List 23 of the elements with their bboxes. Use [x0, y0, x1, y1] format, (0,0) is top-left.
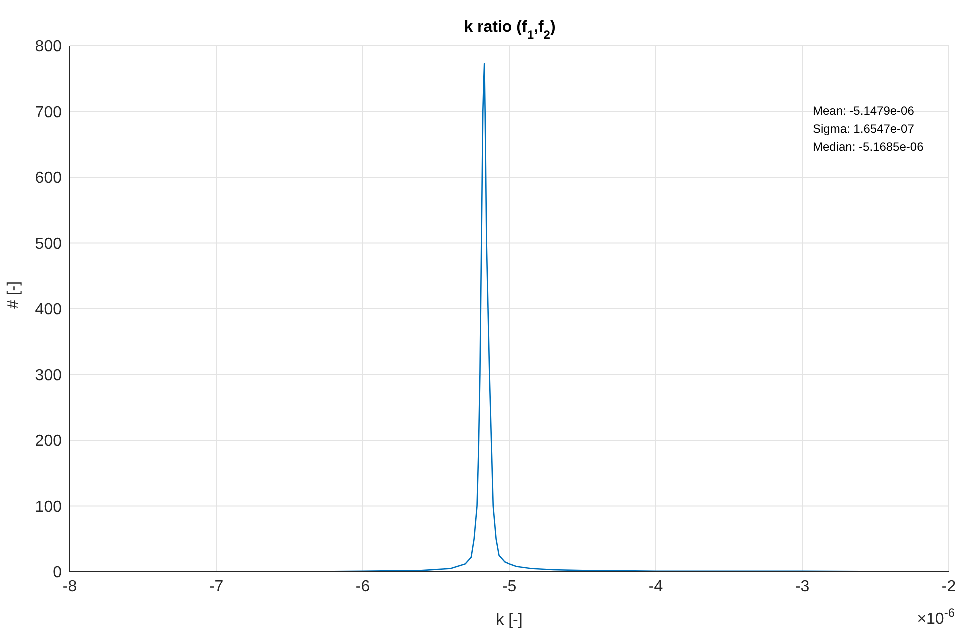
x-tick-label: -8 — [62, 578, 78, 596]
x-tick-label: -7 — [209, 578, 224, 596]
annotation: Median: -5.1685e-06 — [813, 140, 924, 154]
x-tick-label: -6 — [356, 578, 370, 596]
y-tick-label: 100 — [35, 498, 62, 516]
y-tick-label: 200 — [35, 433, 62, 450]
chart-title: k ratio (f$_{1}$,f$_{2}$) — [464, 19, 556, 42]
x-tick-label: -3 — [795, 578, 810, 596]
x-tick-label: -4 — [648, 578, 664, 596]
y-axis-title: # [-] — [6, 281, 23, 309]
annotation: Mean: -5.1479e-06 — [813, 104, 915, 118]
y-tick-label: 300 — [35, 367, 62, 384]
x-tick-label: -2 — [942, 578, 956, 596]
y-tick-label: 0 — [53, 564, 62, 582]
y-tick-label: 800 — [35, 38, 62, 56]
text: ×10$^{-6}$ — [917, 606, 956, 628]
x-tick-label: -5 — [502, 578, 517, 596]
annotation: Sigma: 1.6547e-07 — [813, 122, 915, 136]
y-tick-label: 600 — [35, 170, 62, 188]
y-tick-label: 700 — [35, 104, 62, 122]
x-axis-title: k [-] — [496, 612, 523, 629]
y-tick-label: 400 — [35, 302, 62, 319]
y-tick-label: 500 — [35, 236, 62, 253]
